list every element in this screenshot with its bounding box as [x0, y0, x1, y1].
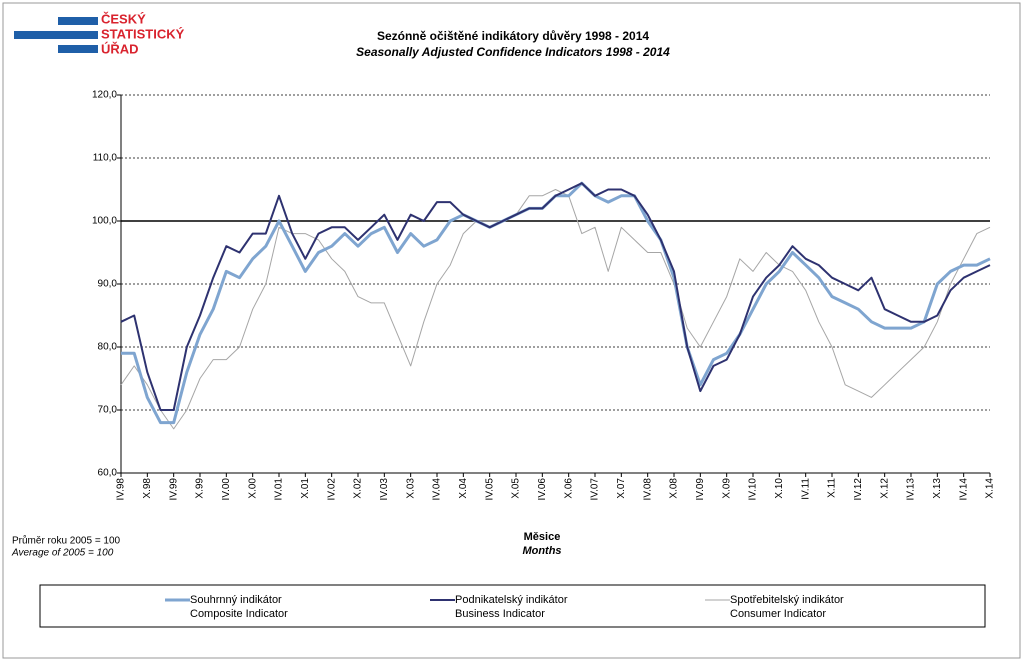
y-tick-label: 90,0	[98, 279, 118, 290]
x-tick-label: IV.02	[326, 478, 337, 501]
y-tick-label: 80,0	[98, 342, 118, 353]
logo-bar	[58, 17, 98, 25]
x-tick-label: IV.11	[800, 478, 811, 500]
x-tick-label: X.10	[774, 478, 785, 499]
legend-label-en: Business Indicator	[455, 608, 545, 620]
x-tick-label: X.09	[721, 478, 732, 499]
series-line	[120, 182, 991, 411]
x-axis-label-en: Months	[522, 545, 561, 557]
x-tick-label: IV.14	[958, 478, 969, 501]
x-tick-label: X.99	[195, 478, 206, 499]
x-tick-label: IV.01	[274, 478, 285, 501]
x-tick-label: X.02	[353, 478, 364, 499]
x-tick-label: X.13	[932, 478, 943, 499]
y-tick-label: 60,0	[98, 468, 118, 479]
x-tick-label: IV.05	[484, 478, 495, 501]
x-tick-label: IV.00	[221, 478, 232, 501]
x-tick-label: IV.03	[379, 478, 390, 501]
x-tick-label: IV.08	[642, 478, 653, 501]
legend-label-en: Composite Indicator	[190, 608, 288, 620]
y-tick-label: 70,0	[98, 405, 118, 416]
x-tick-label: X.12	[879, 478, 890, 499]
x-axis-label: Měsice	[524, 531, 561, 543]
x-tick-label: X.00	[247, 478, 258, 499]
chart-subtitle: Seasonally Adjusted Confidence Indicator…	[356, 45, 670, 59]
legend-label-en: Consumer Indicator	[730, 608, 826, 620]
logo-text: ÚŘAD	[101, 41, 139, 56]
y-tick-label: 120,0	[92, 90, 117, 101]
legend-label: Spotřebitelský indikátor	[730, 594, 844, 606]
x-tick-label: X.07	[616, 478, 627, 499]
x-tick-label: X.14	[985, 478, 996, 499]
x-tick-label: IV.07	[590, 478, 601, 501]
x-tick-label: IV.98	[116, 478, 127, 501]
x-tick-label: IV.10	[748, 478, 759, 501]
x-tick-label: X.04	[458, 478, 469, 499]
series-line	[120, 189, 991, 430]
x-tick-label: X.06	[563, 478, 574, 499]
chart-title: Sezónně očištěné indikátory důvěry 1998 …	[377, 29, 649, 43]
logo-bar	[14, 31, 98, 39]
x-tick-label: IV.04	[432, 478, 443, 501]
x-tick-label: X.08	[669, 478, 680, 499]
x-tick-label: IV.09	[695, 478, 706, 501]
legend-label: Podnikatelský indikátor	[455, 594, 568, 606]
x-tick-label: X.11	[827, 478, 838, 498]
x-tick-label: X.05	[511, 478, 522, 499]
frame	[2, 2, 1021, 659]
logo-text: ČESKÝ	[101, 11, 146, 26]
x-tick-label: IV.13	[906, 478, 917, 501]
y-tick-label: 110,0	[93, 153, 118, 164]
x-tick-label: IV.06	[537, 478, 548, 501]
legend-box	[39, 584, 986, 628]
logo: ČESKÝ STATISTICKÝ ÚŘAD	[14, 11, 185, 56]
logo-bar	[58, 45, 98, 53]
legend-label: Souhrnný indikátor	[190, 594, 282, 606]
note-en: Average of 2005 = 100	[11, 548, 114, 559]
x-tick-label: X.01	[300, 478, 311, 499]
y-tick-label: 100,0	[92, 216, 117, 227]
x-tick-label: X.03	[405, 478, 416, 499]
x-tick-label: IV.12	[853, 478, 864, 501]
x-tick-label: IV.99	[168, 478, 179, 501]
logo-text: STATISTICKÝ	[101, 26, 185, 41]
x-tick-label: X.98	[142, 478, 153, 499]
note: Průměr roku 2005 = 100	[12, 535, 121, 547]
